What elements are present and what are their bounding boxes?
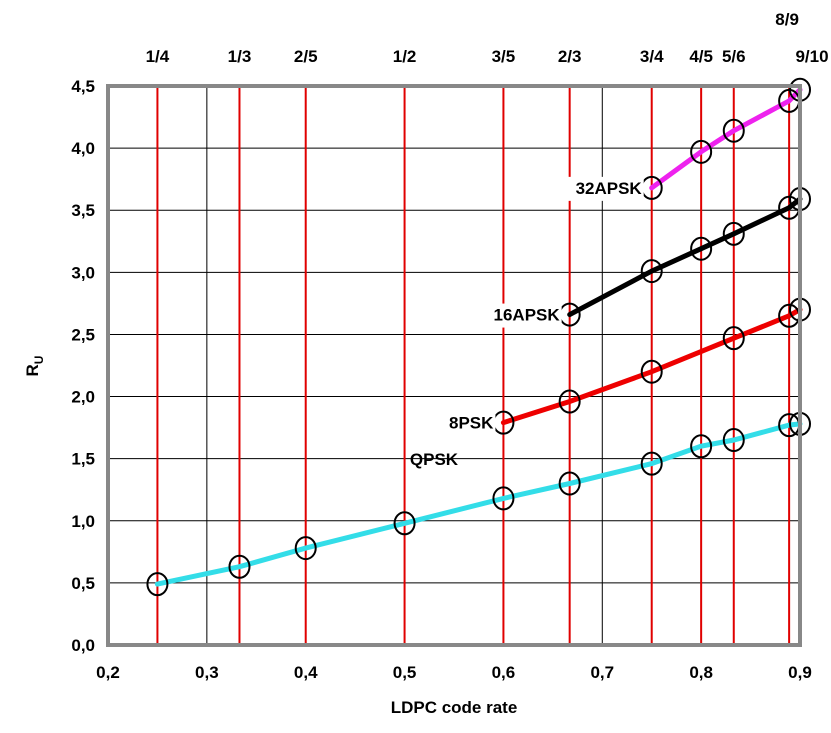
data-point-16apsk: [640, 259, 663, 284]
y-axis-label-sub: U: [32, 356, 46, 365]
x-tick-label: 0,6: [492, 663, 516, 682]
code-rate-label: 5/6: [722, 47, 746, 66]
code-rate-label: 9/10: [795, 47, 828, 66]
annotation-bg: [482, 303, 562, 328]
annotation-bg: [564, 176, 644, 201]
y-tick-label: 0,0: [71, 636, 95, 655]
x-axis-label: LDPC code rate: [391, 698, 518, 717]
y-axis-label: RU: [23, 356, 46, 377]
data-point-qpsk: [294, 536, 317, 561]
annotation-32apsk: 32APSK: [576, 179, 643, 198]
annotation-bg: [439, 411, 496, 436]
y-tick-label: 4,5: [71, 77, 95, 96]
series-line-qpsk: [154, 421, 803, 587]
data-point-16apsk: [690, 236, 713, 261]
data-point-32apsk: [722, 118, 745, 143]
y-tick-label: 3,0: [71, 263, 95, 282]
x-tick-labels: 0,2 0,3 0,4 0,5 0,6 0,7 0,8 0,9: [96, 663, 812, 682]
code-rate-label: 4/5: [689, 47, 713, 66]
data-point-qpsk: [722, 428, 745, 453]
x-tick-label: 0,3: [195, 663, 219, 682]
y-tick-label: 1,5: [71, 450, 95, 469]
code-rate-label: 8/9: [775, 10, 799, 29]
y-tick-label: 3,5: [71, 201, 95, 220]
code-rate-label: 1/2: [393, 47, 417, 66]
code-rate-label: 3/4: [640, 47, 664, 66]
x-tick-label: 0,5: [393, 663, 417, 682]
annotation-8psk: 8PSK: [449, 414, 494, 433]
plot-frame: [106, 84, 802, 647]
x-tick-label: 0,9: [788, 663, 812, 682]
y-tick-labels: 0,0 0,5 1,0 1,5 2,0 2,5 3,0 3,5 4,0 4,5: [71, 77, 95, 655]
code-rate-label: 3/5: [492, 47, 516, 66]
data-point-qpsk: [558, 471, 581, 496]
markers: [146, 77, 811, 597]
y-tick-label: 0,5: [71, 574, 95, 593]
x-tick-label: 0,8: [689, 663, 713, 682]
code-rate-label: 1/4: [146, 47, 170, 66]
data-point-qpsk: [228, 554, 251, 579]
data-point-qpsk: [393, 511, 416, 536]
y-tick-label: 2,5: [71, 325, 95, 344]
data-point-qpsk: [690, 434, 713, 459]
y-tick-label: 2,0: [71, 388, 95, 407]
y-axis-label-main: R: [23, 364, 42, 376]
data-point-qpsk: [640, 451, 663, 476]
data-point-8psk: [640, 359, 663, 384]
code-rate-label: 1/3: [228, 47, 252, 66]
annotation-qpsk: QPSK: [410, 450, 459, 469]
data-point-32apsk: [690, 139, 713, 164]
annotations: QPSK 8PSK 16APSK 32APSK: [410, 176, 644, 469]
data-point-8psk: [558, 389, 581, 414]
data-point-qpsk: [146, 572, 169, 597]
y-tick-label: 4,0: [71, 139, 95, 158]
code-rate-label: 2/3: [558, 47, 582, 66]
plot-background: [108, 86, 800, 645]
x-tick-label: 0,4: [294, 663, 318, 682]
data-point-16apsk: [722, 221, 745, 246]
series-line-16apsk: [567, 196, 803, 318]
x-tick-label: 0,7: [590, 663, 614, 682]
code-rate-label: 2/5: [294, 47, 318, 66]
x-tick-label: 0,2: [96, 663, 120, 682]
data-point-8psk: [722, 326, 745, 351]
code-rate-labels: 1/4 1/3 2/5 1/2 3/5 2/3 3/4 4/5 5/6 8/9 9/10: [146, 10, 829, 66]
y-tick-label: 1,0: [71, 512, 95, 531]
annotation-16apsk: 16APSK: [494, 306, 561, 325]
data-point-qpsk: [492, 486, 515, 511]
